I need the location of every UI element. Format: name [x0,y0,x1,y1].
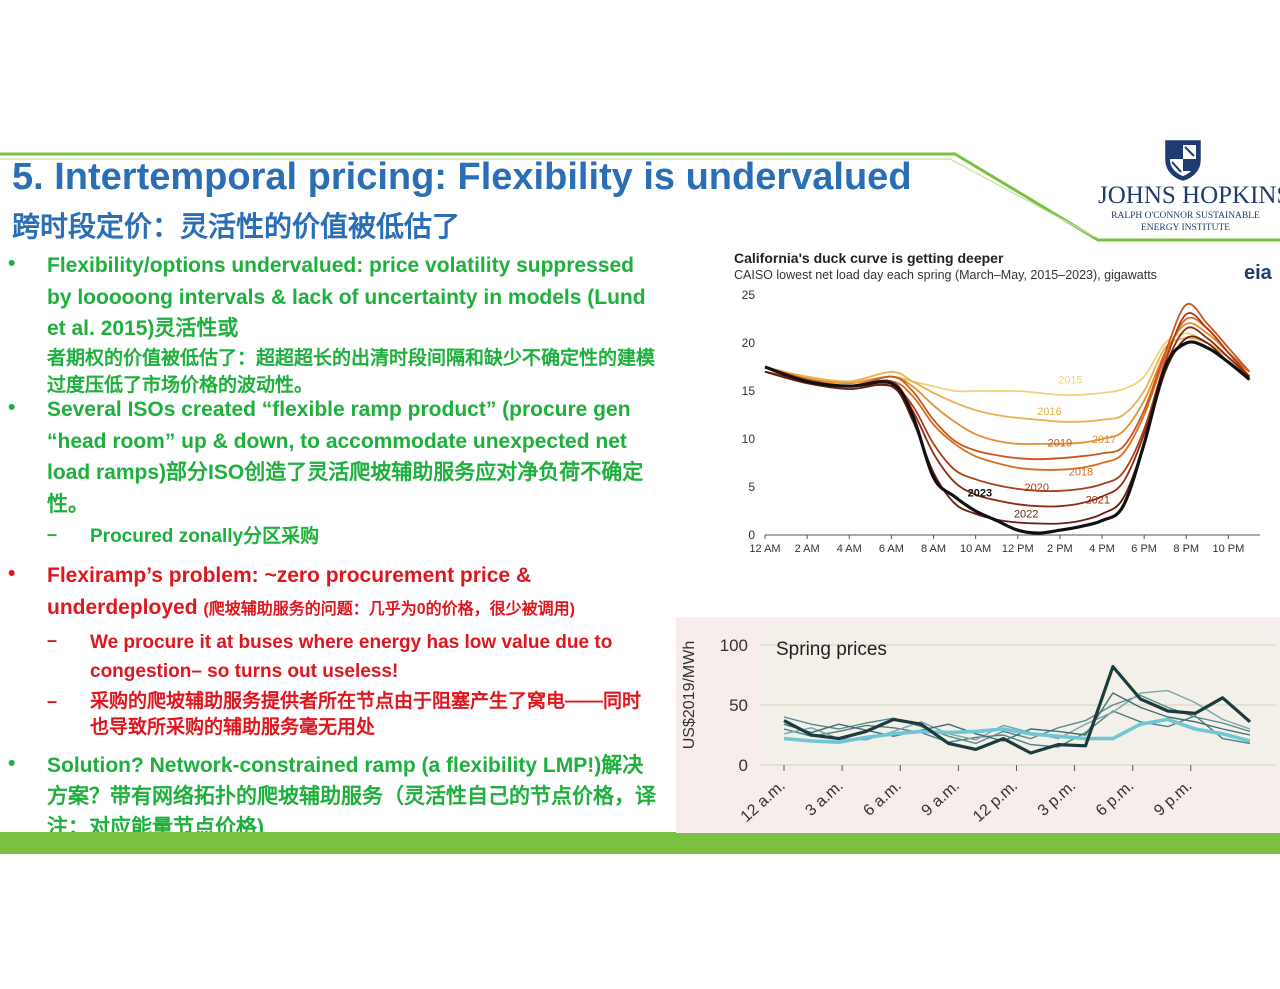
university-shield-icon [1165,140,1201,181]
duck-series-label: 2020 [1024,482,1048,494]
price-series-line [783,692,1251,742]
header-decoration [0,152,1280,242]
slide-subtitle: 跨时段定价：灵活性的价值被低估了 [12,211,461,242]
duck-y-tick-label: 5 [748,480,755,494]
sub-bullet-congestion-zh: 采购的爬坡辅助服务提供者所在节点由于阻塞产生了窝电——同时也导致所采购的辅助服务… [90,691,642,738]
duck-series-label: 2018 [1069,466,1093,478]
bullet-1-text-en: Flexibility/options undervalued: price v… [47,254,646,340]
logo-subtitle-2: ENERGY INSTITUTE [1140,223,1231,233]
duck-y-tick-label: 15 [742,384,756,398]
bullet-1-text-zh: 者期权的价值被低估了：超超超长的出清时段间隔和缺少不确定性的建模过度压低了市场价… [47,347,656,396]
bullet-marker: • [8,752,16,775]
duck-x-tick-label: 6 PM [1131,543,1157,555]
logo-name: JOHNS HOPKINS [1098,182,1280,209]
duck-series-label: 2022 [1014,509,1038,521]
price-series-line [783,717,1251,744]
duck-series-line [764,337,1251,423]
bullet-3-text-small: (爬坡辅助服务的问题：几乎为0的价格，很少被调用) [203,600,575,618]
price-y-axis-label: US$2019/MWh [681,641,698,750]
duck-y-tick-label: 20 [742,336,756,350]
duck-x-tick-label: 6 AM [879,543,904,555]
duck-x-tick-label: 8 AM [921,543,946,555]
price-chart-title: Spring prices [776,639,887,660]
duck-x-tick-label: 2 PM [1047,543,1073,555]
sub-bullet-marker: – [47,524,58,544]
duck-y-tick-label: 10 [742,432,756,446]
bullet-1-text: Flexibility/options undervalued: price v… [47,250,657,399]
duck-x-tick-label: 4 PM [1089,543,1115,555]
bullet-2-text: Several ISOs created “flexible ramp prod… [47,398,644,516]
slide-title: 5. Intertemporal pricing: Flexibility is… [12,156,912,198]
duck-x-tick-label: 2 AM [795,543,820,555]
eia-logo: eia [1244,262,1272,284]
duck-series-label: 2015 [1058,374,1082,386]
duck-series-line [764,302,1251,461]
duck-series-label: 2021 [1086,494,1110,506]
duck-chart-title: California's duck curve is getting deepe… [734,250,1004,266]
sub-bullet-zonally: Procured zonally分区采购 [90,526,320,547]
duck-x-tick-label: 12 PM [1002,543,1034,555]
duck-series-label: 2017 [1092,434,1116,446]
sub-bullet-marker: – [47,630,58,650]
bullet-marker: • [8,252,16,275]
price-y-tick-label: 100 [720,636,748,655]
price-y-tick-label: 50 [729,696,748,715]
duck-x-tick-label: 12 AM [749,543,780,555]
price-series-line [783,665,1252,755]
sub-bullet-congestion-en: We procure it at buses where energy has … [90,632,613,682]
bullet-marker: • [8,562,16,585]
bullet-3-text-en: Flexiramp’s problem: ~zero procurement p… [47,564,532,619]
sub-bullet-marker: – [47,691,58,711]
duck-y-tick-label: 0 [748,528,755,542]
footer-bar [0,832,1280,854]
duck-series-line [764,335,1251,525]
duck-series-label: 2023 [968,488,992,500]
duck-series-line [764,340,1251,535]
bullet-3-text: Flexiramp’s problem: ~zero procurement p… [47,560,657,625]
duck-y-tick-label: 25 [742,288,756,302]
bullet-4-text: Solution? Network-constrained ramp (a fl… [47,754,656,839]
duck-x-tick-label: 10 AM [960,543,991,555]
duck-x-tick-label: 10 PM [1213,543,1245,555]
price-series-line [783,710,1251,748]
logo-subtitle-1: RALPH O'CONNOR SUSTAINABLE [1111,211,1260,221]
duck-chart-subtitle: CAISO lowest net load day each spring (M… [734,268,1157,282]
duck-series-label: 2019 [1048,438,1072,450]
duck-series-label: 2016 [1037,406,1061,418]
duck-curve-chart: 0 5 10 15 20 25 12 AM 2 AM 4 AM 6 AM 8 AM 10 AM 12 P… [742,288,1260,555]
duck-x-tick-label: 4 AM [837,543,862,555]
price-y-tick-label: 0 [739,756,748,775]
duck-series-line [764,316,1251,471]
duck-x-tick-label: 8 PM [1173,543,1199,555]
bullet-marker: • [8,396,16,419]
